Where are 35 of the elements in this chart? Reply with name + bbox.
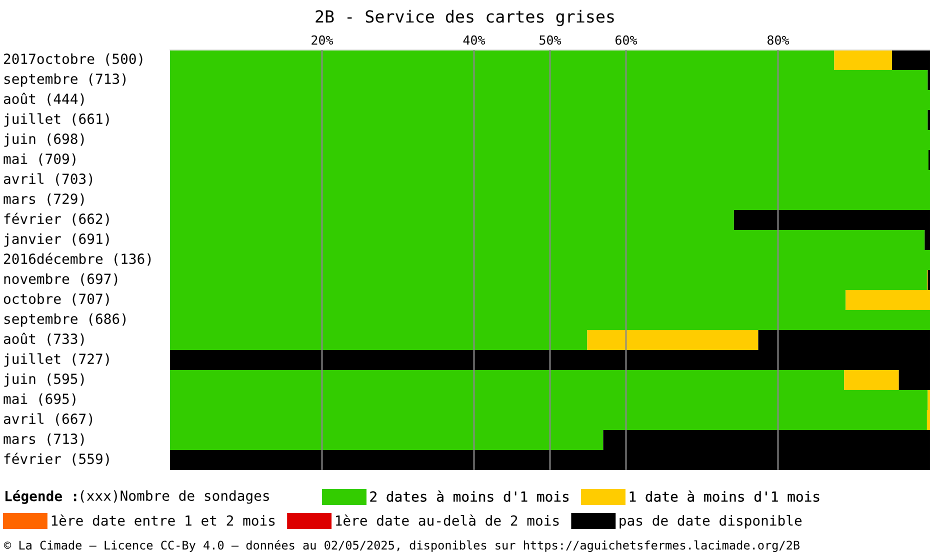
y-tick-label: septembre (713) <box>4 73 126 87</box>
y-tick-label: octobre (707) <box>4 293 109 306</box>
x-tick-label: 20% <box>312 35 334 45</box>
y-tick-label: juillet (727) <box>4 353 109 367</box>
legend-label: 1ère date entre 1 et 2 mois <box>52 514 275 526</box>
y-tick-label: août (444) <box>4 92 84 106</box>
legend-label: 1ère date au-delà de 2 mois <box>336 514 559 526</box>
y-tick-label: juin (595) <box>4 373 84 387</box>
x-tick-label: 50% <box>540 35 562 45</box>
y-tick-label: mai (695) <box>4 393 76 406</box>
legend-label: 2 dates à moins d'1 mois <box>370 490 569 502</box>
y-tick-label: avril (667) <box>4 413 92 426</box>
y-tick-label: septembre (686) <box>4 313 126 327</box>
legend-title: Légende : <box>6 490 76 504</box>
y-tick-label: 2016décembre (136) <box>4 252 151 266</box>
y-tick-label: janvier (691) <box>4 233 109 247</box>
y-tick-label: mars (729) <box>4 193 84 206</box>
legend-label: 1 date à moins d'1 mois <box>630 490 820 502</box>
y-tick-label: juillet (661) <box>4 113 109 127</box>
y-tick-label: juin (698) <box>4 133 84 147</box>
y-tick-label: mars (713) <box>4 433 84 446</box>
y-tick-label: août (733) <box>4 332 84 346</box>
y-tick-label: 2017octobre (500) <box>4 53 142 66</box>
text: © La Cimade – Licence CC-By 4.0 – données au 02/05/2025, disponibles sur https://aguichetsfermes.lacimade.org/2B <box>4 540 800 552</box>
y-tick-label: février (559) <box>4 452 109 466</box>
x-tick-label: 60% <box>616 35 638 45</box>
legend-label: pas de date disponible <box>620 514 802 529</box>
chart-title: 2B - Service des cartes grises <box>316 10 614 26</box>
text: (xxx)Nombre de sondages <box>80 490 269 504</box>
y-tick-label: novembre (697) <box>4 273 118 286</box>
x-tick-label: 80% <box>768 35 790 45</box>
x-tick-label: 40% <box>463 35 486 45</box>
y-tick-label: avril (703) <box>4 173 92 186</box>
y-tick-label: février (662) <box>4 212 109 226</box>
y-tick-label: mai (709) <box>4 153 76 166</box>
